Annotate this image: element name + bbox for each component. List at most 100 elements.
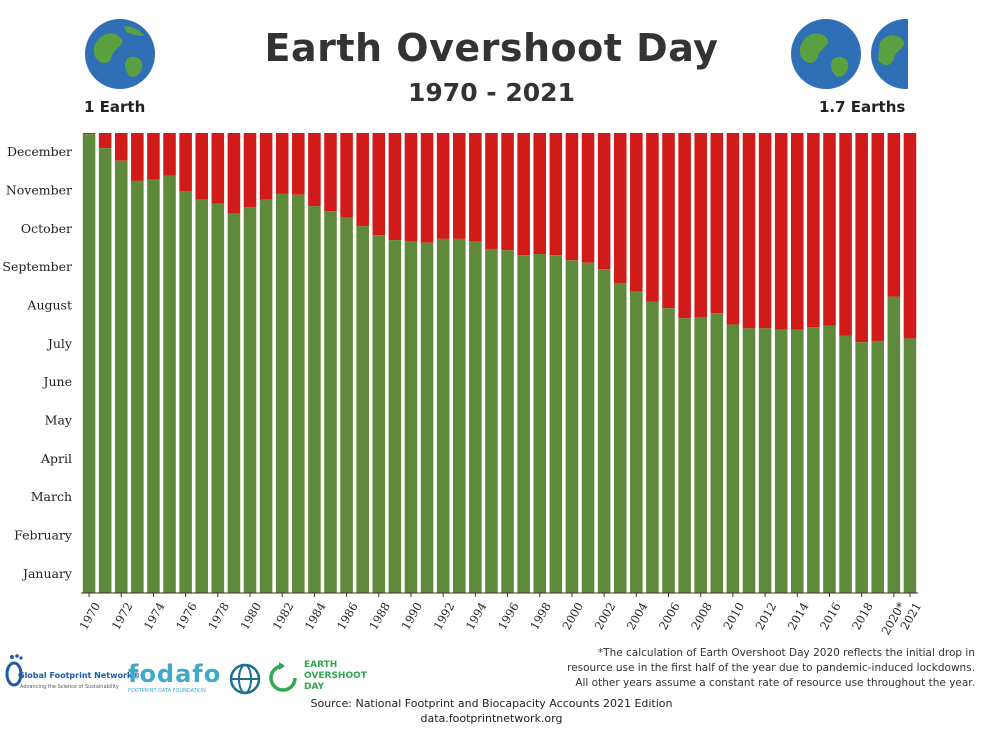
remaining-year-bar xyxy=(726,133,740,325)
x-tick-label: 1984 xyxy=(302,600,329,632)
remaining-year-bar xyxy=(372,133,386,236)
overshoot-day-bar xyxy=(82,134,96,594)
remaining-year-bar xyxy=(485,133,498,249)
overshoot-day-bar xyxy=(823,325,836,593)
overshoot-day-bar xyxy=(678,318,691,593)
remaining-year-bar xyxy=(292,133,305,195)
overshoot-day-bar xyxy=(469,241,482,594)
gfn-logo-tagline: Advancing the Science of Sustainability xyxy=(20,684,119,690)
remaining-year-bar xyxy=(646,133,659,302)
globe-grid-logo-icon xyxy=(229,663,261,695)
remaining-year-bar xyxy=(195,133,208,200)
overshoot-day-bar xyxy=(517,255,530,593)
overshoot-day-bar xyxy=(179,190,192,593)
remaining-year-bar xyxy=(308,133,321,207)
x-tick-label: 1996 xyxy=(495,600,522,632)
gfn-logo-name: Global Footprint Network® xyxy=(18,671,141,680)
overshoot-day-logo-line: EARTH xyxy=(304,660,338,670)
y-tick-label: September xyxy=(2,259,72,274)
overshoot-day-logo-line: DAY xyxy=(304,682,325,692)
overshoot-day-bar xyxy=(630,291,643,593)
overshoot-day-bar xyxy=(597,269,611,593)
remaining-year-bar xyxy=(340,133,353,218)
remaining-year-bar xyxy=(275,133,289,194)
overshoot-day-bar xyxy=(742,328,756,593)
y-tick-label: July xyxy=(46,336,73,351)
overshoot-day-logo-line: OVERSHOOT xyxy=(304,671,367,681)
remaining-year-bar xyxy=(211,133,225,204)
globe-icon xyxy=(85,19,155,89)
remaining-year-bar xyxy=(581,133,595,263)
footnote: *The calculation of Earth Overshoot Day … xyxy=(415,646,975,691)
remaining-year-bar xyxy=(131,133,144,181)
remaining-year-bar xyxy=(404,133,418,242)
overshoot-day-bar xyxy=(195,199,208,593)
x-tick-label: 1990 xyxy=(398,600,425,632)
x-tick-label: 2012 xyxy=(753,600,780,632)
overshoot-day-bar xyxy=(324,211,337,593)
overshoot-day-bar xyxy=(388,240,402,593)
overshoot-day-bar xyxy=(131,180,144,593)
x-tick-label: 2008 xyxy=(688,600,715,632)
x-tick-label: 1998 xyxy=(527,600,554,632)
overshoot-day-bar xyxy=(581,262,595,593)
overshoot-day-bar xyxy=(163,175,176,594)
overshoot-day-bar xyxy=(404,241,418,594)
overshoot-day-bar xyxy=(533,253,547,593)
chart-title: Earth Overshoot Day xyxy=(264,26,719,70)
overshoot-day-bar xyxy=(565,260,579,593)
overshoot-day-bar xyxy=(340,217,353,593)
remaining-year-bar xyxy=(243,133,257,208)
remaining-year-bar xyxy=(259,133,273,200)
overshoot-day-bar xyxy=(774,329,788,593)
overshoot-day-bar xyxy=(98,148,112,593)
footnote-line: All other years assume a constant rate o… xyxy=(575,677,975,689)
x-tick-label: 1980 xyxy=(237,600,264,632)
overshoot-day-bar xyxy=(501,250,514,593)
x-tick-label: 2016 xyxy=(817,600,844,632)
overshoot-day-bar xyxy=(839,335,852,593)
remaining-year-bar xyxy=(227,133,241,214)
globe-icon xyxy=(791,19,861,89)
earths-label: 1.7 Earths xyxy=(819,98,906,116)
overshoot-day-bar xyxy=(807,327,820,593)
overshoot-day-bar xyxy=(211,203,225,593)
remaining-year-bar xyxy=(791,133,804,330)
footprint-logo-icon xyxy=(5,654,23,687)
y-tick-label: December xyxy=(7,144,72,159)
source-line: Source: National Footprint and Biocapaci… xyxy=(310,697,673,710)
overshoot-day-bar xyxy=(259,199,273,593)
x-tick-label: 1982 xyxy=(270,600,297,632)
overshoot-day-logo-text: EARTH OVERSHOOT DAY xyxy=(304,660,367,693)
remaining-year-bar xyxy=(710,133,724,314)
partial-globe-icon xyxy=(871,19,908,89)
overshoot-day-bar xyxy=(903,338,917,593)
x-tick-label: 1970 xyxy=(76,600,103,632)
x-tick-label: 1976 xyxy=(173,600,200,632)
chart-subtitle: 1970 - 2021 xyxy=(408,78,575,107)
remaining-year-bar xyxy=(469,133,482,242)
y-tick-label: March xyxy=(31,489,72,504)
overshoot-day-bar xyxy=(646,301,659,593)
x-tick-label: 1978 xyxy=(205,600,232,632)
remaining-year-bar xyxy=(436,133,450,239)
fodafo-logo-tagline: FOOTPRINT DATA FOUNDATION xyxy=(128,688,206,694)
y-tick-label: May xyxy=(45,413,73,428)
x-tick-label: 2004 xyxy=(624,600,651,632)
y-tick-label: October xyxy=(21,221,72,236)
x-tick-label: 1972 xyxy=(109,600,136,632)
y-tick-label: February xyxy=(14,528,73,543)
overshoot-day-bar xyxy=(710,313,724,593)
remaining-year-bar xyxy=(903,133,917,339)
remaining-year-bar xyxy=(452,133,466,239)
overshoot-day-bar xyxy=(758,328,772,593)
remaining-year-bar xyxy=(839,133,852,336)
overshoot-day-bar xyxy=(436,238,450,593)
overshoot-day-bar xyxy=(452,238,466,593)
remaining-year-bar xyxy=(565,133,579,261)
fodafo-logo-name: fodafo xyxy=(128,660,222,688)
overshoot-day-bar xyxy=(726,324,740,593)
overshoot-day-bar xyxy=(662,308,675,593)
overshoot-day-bar xyxy=(275,193,289,593)
remaining-year-bar xyxy=(597,133,611,270)
